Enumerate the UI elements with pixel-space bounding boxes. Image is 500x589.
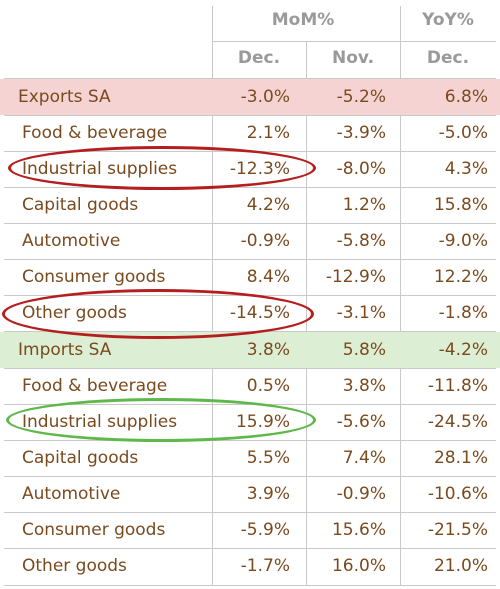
row-dec-mom: -12.3%	[229, 159, 290, 179]
row-dec-yoy: -1.8%	[438, 303, 488, 323]
row-dec-mom: 15.9%	[235, 412, 290, 432]
table-row: Automotive 3.9% -0.9% -10.6%	[0, 476, 500, 512]
col-divider-2	[306, 42, 307, 585]
row-nov-mom: -12.9%	[325, 267, 386, 287]
row-dec-yoy: -11.8%	[427, 376, 488, 396]
row-dec-mom: 0.5%	[246, 376, 290, 396]
row-dec-yoy: -4.2%	[438, 340, 488, 360]
row-divider	[4, 512, 496, 513]
row-dec-mom: -5.9%	[240, 520, 290, 540]
row-divider	[4, 151, 496, 152]
table-row: Industrial supplies 15.9% -5.6% -24.5%	[0, 404, 500, 440]
row-dec-mom: -14.5%	[229, 303, 290, 323]
row-nov-mom: 7.4%	[342, 448, 386, 468]
row-dec-yoy: -21.5%	[427, 520, 488, 540]
row-dec-mom: -3.0%	[240, 87, 290, 107]
header-col-nov-mom: Nov.	[331, 48, 375, 68]
row-divider	[4, 548, 496, 549]
table-row: Exports SA -3.0% -5.2% 6.8%	[0, 79, 500, 115]
row-divider	[4, 259, 496, 260]
row-label: Automotive	[22, 231, 121, 251]
row-divider	[4, 404, 496, 405]
row-dec-yoy: -24.5%	[427, 412, 488, 432]
row-dec-mom: -0.9%	[240, 231, 290, 251]
table-row: Imports SA 3.8% 5.8% -4.2%	[0, 332, 500, 368]
table-row: Food & beverage 2.1% -3.9% -5.0%	[0, 115, 500, 151]
row-label: Food & beverage	[22, 123, 168, 143]
header-group-yoy: YoY%	[422, 10, 474, 30]
header-group-mom: MoM%	[271, 10, 335, 30]
row-nov-mom: -0.9%	[336, 484, 386, 504]
table-row: Other goods -1.7% 16.0% 21.0%	[0, 548, 500, 584]
row-nov-mom: 3.8%	[342, 376, 386, 396]
row-dec-mom: 5.5%	[246, 448, 290, 468]
table-row: Consumer goods -5.9% 15.6% -21.5%	[0, 512, 500, 548]
row-nov-mom: -3.9%	[336, 123, 386, 143]
table-row: Capital goods 5.5% 7.4% 28.1%	[0, 440, 500, 476]
row-dec-yoy: 6.8%	[444, 87, 488, 107]
table-row: Capital goods 4.2% 1.2% 15.8%	[0, 187, 500, 223]
header-bottom-line	[4, 78, 496, 79]
header-col-dec-mom: Dec.	[237, 48, 281, 68]
row-label: Consumer goods	[22, 267, 166, 287]
header-col-dec-yoy: Dec.	[426, 48, 470, 68]
row-nov-mom: 15.6%	[331, 520, 386, 540]
row-nov-mom: -8.0%	[336, 159, 386, 179]
row-dec-mom: 8.4%	[246, 267, 290, 287]
row-nov-mom: -5.2%	[336, 87, 386, 107]
row-label: Capital goods	[22, 195, 139, 215]
row-dec-yoy: 12.2%	[433, 267, 488, 287]
row-dec-mom: 2.1%	[246, 123, 290, 143]
row-label: Industrial supplies	[22, 412, 178, 432]
row-dec-yoy: -9.0%	[438, 231, 488, 251]
row-label: Consumer goods	[22, 520, 166, 540]
row-label: Capital goods	[22, 448, 139, 468]
row-dec-yoy: -10.6%	[427, 484, 488, 504]
row-divider	[4, 223, 496, 224]
row-nov-mom: -5.6%	[336, 412, 386, 432]
header-divider	[212, 41, 496, 42]
row-divider	[4, 368, 496, 369]
row-dec-yoy: 28.1%	[433, 448, 488, 468]
row-dec-yoy: 4.3%	[444, 159, 488, 179]
row-nov-mom: 1.2%	[342, 195, 386, 215]
row-divider	[4, 476, 496, 477]
table-row: Industrial supplies -12.3% -8.0% 4.3%	[0, 151, 500, 187]
row-label: Other goods	[22, 303, 127, 323]
row-label: Food & beverage	[22, 376, 168, 396]
table-row: Other goods -14.5% -3.1% -1.8%	[0, 295, 500, 331]
row-label: Other goods	[22, 556, 127, 576]
row-dec-mom: 3.8%	[246, 340, 290, 360]
row-dec-mom: 4.2%	[246, 195, 290, 215]
row-label: Exports SA	[18, 87, 111, 107]
row-nov-mom: 5.8%	[342, 340, 386, 360]
row-dec-yoy: 15.8%	[433, 195, 488, 215]
row-dec-yoy: 21.0%	[433, 556, 488, 576]
table-row: Automotive -0.9% -5.8% -9.0%	[0, 223, 500, 259]
row-label: Automotive	[22, 484, 121, 504]
row-divider	[4, 115, 496, 116]
table-row: Food & beverage 0.5% 3.8% -11.8%	[0, 368, 500, 404]
row-nov-mom: -5.8%	[336, 231, 386, 251]
row-label: Imports SA	[18, 340, 112, 360]
row-nov-mom: 16.0%	[331, 556, 386, 576]
row-nov-mom: -3.1%	[336, 303, 386, 323]
table-row: Consumer goods 8.4% -12.9% 12.2%	[0, 259, 500, 295]
row-dec-yoy: -5.0%	[438, 123, 488, 143]
row-divider	[4, 295, 496, 296]
row-divider	[4, 331, 496, 332]
table-bottom-line	[4, 585, 496, 586]
row-dec-mom: 3.9%	[246, 484, 290, 504]
row-dec-mom: -1.7%	[240, 556, 290, 576]
row-label: Industrial supplies	[22, 159, 178, 179]
